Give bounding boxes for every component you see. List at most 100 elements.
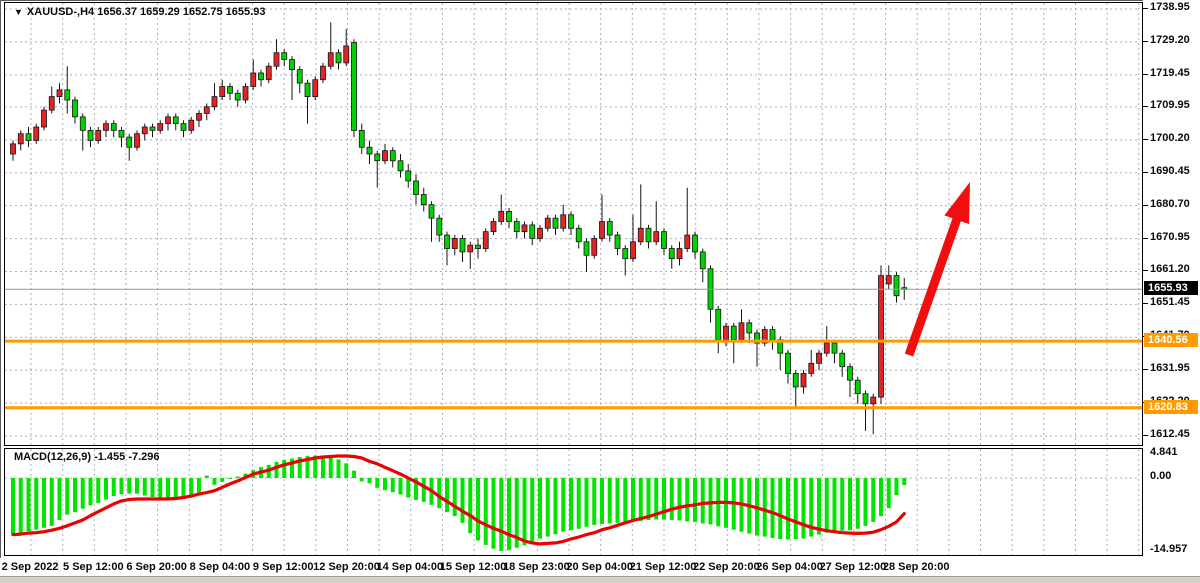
candle-down <box>405 170 412 182</box>
macd-histogram-bar <box>352 470 356 478</box>
price-chart-canvas[interactable] <box>5 3 1142 445</box>
candle-down <box>87 129 94 141</box>
macd-values: -1.455 -7.296 <box>94 451 160 463</box>
macd-histogram-bar <box>832 478 837 532</box>
macd-tick-label: 0.00 <box>1150 470 1172 482</box>
candle-down <box>72 99 78 118</box>
macd-histogram-bar <box>26 478 31 532</box>
up-arrow-annotation[interactable] <box>904 182 970 357</box>
price-tick-label: 1680.70 <box>1150 197 1190 210</box>
price-tick-label: 1729.20 <box>1150 33 1190 46</box>
macd-histogram-bar <box>73 478 77 513</box>
macd-histogram-bar <box>181 478 186 498</box>
price-tick-label: 1670.95 <box>1150 230 1190 243</box>
macd-histogram-bar <box>390 478 395 493</box>
macd-histogram-bar <box>677 478 682 521</box>
candle-down <box>614 234 621 249</box>
price-tick-mark <box>1143 204 1148 206</box>
symbol-dropdown-icon[interactable]: ▼ <box>14 7 23 17</box>
candle-down <box>444 234 450 249</box>
candle-up <box>537 227 543 239</box>
time-axis-label: 21 Sep 12:00 <box>629 561 697 573</box>
candle-down <box>699 251 706 270</box>
candle-down <box>374 153 381 162</box>
macd-histogram-bar <box>235 476 240 478</box>
price-tick-label: 1709.95 <box>1150 98 1190 111</box>
macd-histogram-bar <box>654 478 659 520</box>
macd-histogram-bar <box>669 478 674 520</box>
candle-down <box>281 52 288 60</box>
macd-histogram-bar <box>49 478 54 526</box>
macd-histogram-bar <box>406 478 411 498</box>
candle-down <box>606 221 613 236</box>
macd-histogram-bar <box>11 478 15 535</box>
macd-histogram-bar <box>274 461 279 478</box>
macd-histogram-bar <box>18 478 23 533</box>
candle-up <box>653 231 660 243</box>
candle-down <box>692 234 698 253</box>
macd-histogram-bar <box>824 478 829 533</box>
macd-histogram-bar <box>522 478 527 546</box>
macd-histogram-bar <box>150 478 155 498</box>
candle-down <box>335 52 342 64</box>
macd-histogram-bar <box>119 478 124 495</box>
candle-up <box>637 227 644 243</box>
candle-up <box>451 237 458 249</box>
candle-up <box>382 150 388 162</box>
candle-up <box>490 221 497 233</box>
candle-down <box>258 72 264 81</box>
candle-up <box>761 329 768 344</box>
candle-up <box>591 237 598 256</box>
macd-canvas[interactable] <box>5 449 1142 555</box>
candle-down <box>110 123 117 131</box>
candle-up <box>134 133 140 148</box>
candle-up <box>808 362 815 374</box>
candle-up <box>630 241 636 260</box>
macd-histogram-bar <box>142 478 147 496</box>
macd-histogram-bar <box>600 478 604 524</box>
macd-histogram-bar <box>894 478 899 496</box>
candle-down <box>893 275 900 297</box>
macd-histogram-bar <box>538 478 542 539</box>
macd-histogram-bar <box>173 478 178 499</box>
candle-down <box>622 248 629 260</box>
macd-histogram-bar <box>607 478 612 524</box>
price-tick-label: 1719.45 <box>1150 66 1190 79</box>
price-tick-label: 1661.20 <box>1150 263 1190 276</box>
support-line-price-badge: 1620.83 <box>1144 399 1198 414</box>
candle-down <box>304 82 311 98</box>
candle-up <box>56 89 63 98</box>
macd-name: MACD(12,26,9) <box>14 451 92 463</box>
candle-down <box>513 221 520 233</box>
candle-down <box>413 180 419 195</box>
macd-histogram-bar <box>328 456 333 478</box>
candle-down <box>785 352 791 374</box>
macd-histogram-bar <box>88 478 93 506</box>
macd-histogram-bar <box>158 478 163 499</box>
candle-down <box>227 86 233 94</box>
macd-histogram-bar <box>569 478 573 531</box>
time-axis-label: 9 Sep 12:00 <box>252 561 314 573</box>
price-tick-label: 1690.45 <box>1150 164 1190 177</box>
price-tick-mark <box>1143 138 1148 140</box>
price-tick-mark <box>1143 8 1148 9</box>
time-axis: 2 Sep 2022 5 Sep 12:00 6 Sep 20:00 8 Sep 04… <box>0 558 1143 576</box>
price-tick-mark <box>1143 369 1148 371</box>
price-tick-label: 1651.45 <box>1150 296 1190 309</box>
macd-histogram-bar <box>871 478 876 522</box>
macd-histogram-bar <box>770 478 775 539</box>
macd-histogram-bar <box>848 478 852 531</box>
macd-histogram-bar <box>762 478 767 537</box>
candle-down <box>715 308 722 341</box>
macd-histogram-bar <box>886 478 891 509</box>
candle-up <box>599 221 605 239</box>
candle-down <box>351 42 357 131</box>
macd-histogram-bar <box>57 478 62 520</box>
macd-histogram-bar <box>817 478 821 535</box>
price-tick-mark <box>1143 303 1148 305</box>
time-axis-label: 14 Sep 04:00 <box>376 561 444 573</box>
macd-histogram-bar <box>398 478 403 495</box>
price-tick-label: 1612.45 <box>1150 428 1190 441</box>
price-tick-mark <box>1143 435 1148 437</box>
time-axis-label: 20 Sep 04:00 <box>566 561 634 573</box>
